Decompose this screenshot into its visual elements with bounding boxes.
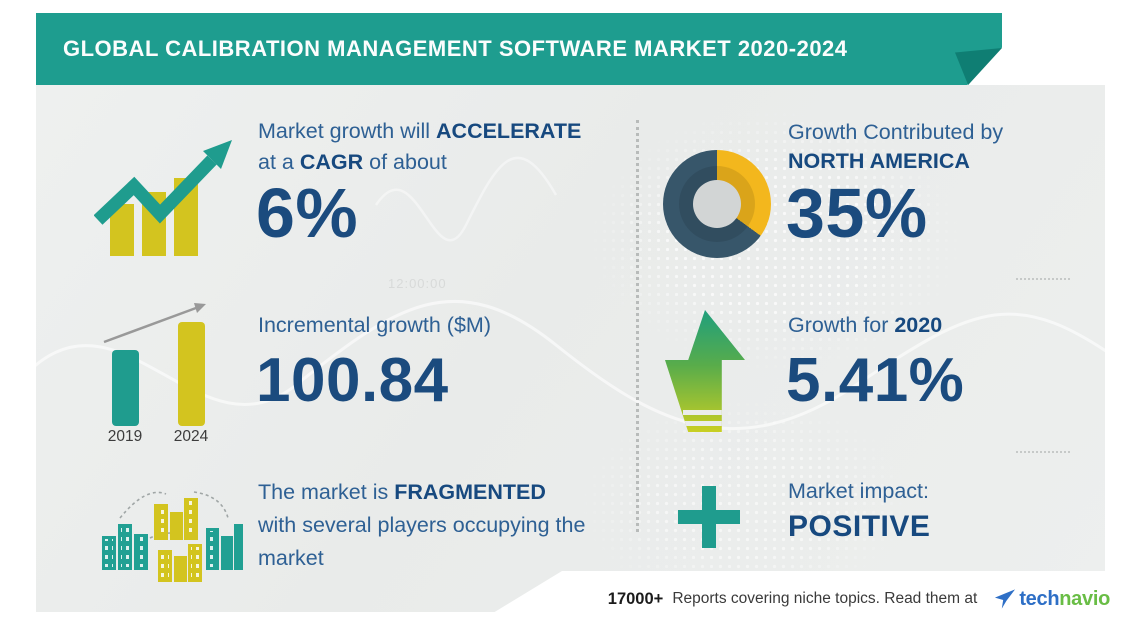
donut-chart-icon (663, 150, 771, 258)
region-line1: Growth Contributed by (788, 120, 1004, 144)
cagr-line2-post: of about (363, 150, 447, 174)
growth-2020-value: 5.41% (786, 346, 965, 415)
cagr-caption: Market growth will ACCELERATE at a CAGR … (258, 116, 581, 178)
arrow-stripe (683, 421, 727, 426)
dash-decoration (1016, 451, 1070, 453)
header-ribbon: GLOBAL CALIBRATION MANAGEMENT SOFTWARE M… (36, 13, 1002, 85)
content-panel: 12:00:00 (36, 85, 1105, 612)
bar-year-start-label: 2019 (108, 428, 142, 444)
report-count: 17000+ (607, 589, 664, 608)
brand-part-navio: navio (1059, 587, 1110, 610)
cagr-strong-text: CAGR (299, 150, 364, 174)
impact-value: POSITIVE (788, 510, 931, 543)
footer: 17000+ Reports covering niche topics. Re… (470, 571, 1140, 627)
fragmented-pre: The market is (258, 480, 395, 504)
impact-label: Market impact: (788, 479, 929, 503)
cagr-intro-text: Market growth will (258, 119, 437, 143)
cagr-caption-line1: Market growth will ACCELERATE (258, 116, 581, 147)
buildings-network-icon (102, 491, 243, 582)
dash-decoration (1016, 278, 1070, 280)
growth-2020-pre: Growth for (788, 313, 895, 337)
cagr-value: 6% (256, 174, 359, 252)
growth-line-chart-icon (94, 140, 232, 256)
technavio-logo: technavio (994, 588, 1110, 611)
arrow-stripe (683, 410, 727, 415)
cagr-accelerate-text: ACCELERATE (436, 119, 582, 143)
growth-2020-caption: Growth for 2020 (788, 310, 942, 341)
plus-vertical-bar (702, 486, 716, 548)
page-title: GLOBAL CALIBRATION MANAGEMENT SOFTWARE M… (63, 36, 848, 61)
fragmented-rest: with several players occupying the marke… (258, 513, 586, 570)
region-share-value: 35% (786, 174, 928, 252)
column-divider (636, 120, 639, 532)
region-caption: Growth Contributed by NORTH AMERICA (788, 118, 1003, 176)
footer-message: Reports covering niche topics. Read them… (672, 590, 978, 607)
plus-icon (678, 486, 740, 548)
fragmented-line1: The market is FRAGMENTED (258, 476, 610, 509)
background-clock-text: 12:00:00 (388, 276, 447, 291)
brand-wordmark: technavio (1019, 588, 1110, 611)
fragmented-caption: The market is FRAGMENTED with several pl… (258, 476, 610, 575)
bar-year-end-label: 2024 (174, 428, 209, 444)
growth-2020-year: 2020 (894, 313, 943, 337)
brand-part-tech: tech (1019, 587, 1060, 610)
cagr-caption-line2: at a CAGR of about (258, 147, 581, 178)
incremental-growth-label: Incremental growth ($M) (258, 313, 491, 337)
technavio-logo-icon (995, 588, 1016, 609)
region-name: NORTH AMERICA (788, 149, 970, 173)
bar-comparison-icon: 2019 2024 (103, 303, 209, 444)
incremental-growth-value: 100.84 (256, 346, 449, 415)
fragmented-strong: FRAGMENTED (394, 480, 546, 504)
cagr-line2-pre: at a (258, 150, 300, 174)
